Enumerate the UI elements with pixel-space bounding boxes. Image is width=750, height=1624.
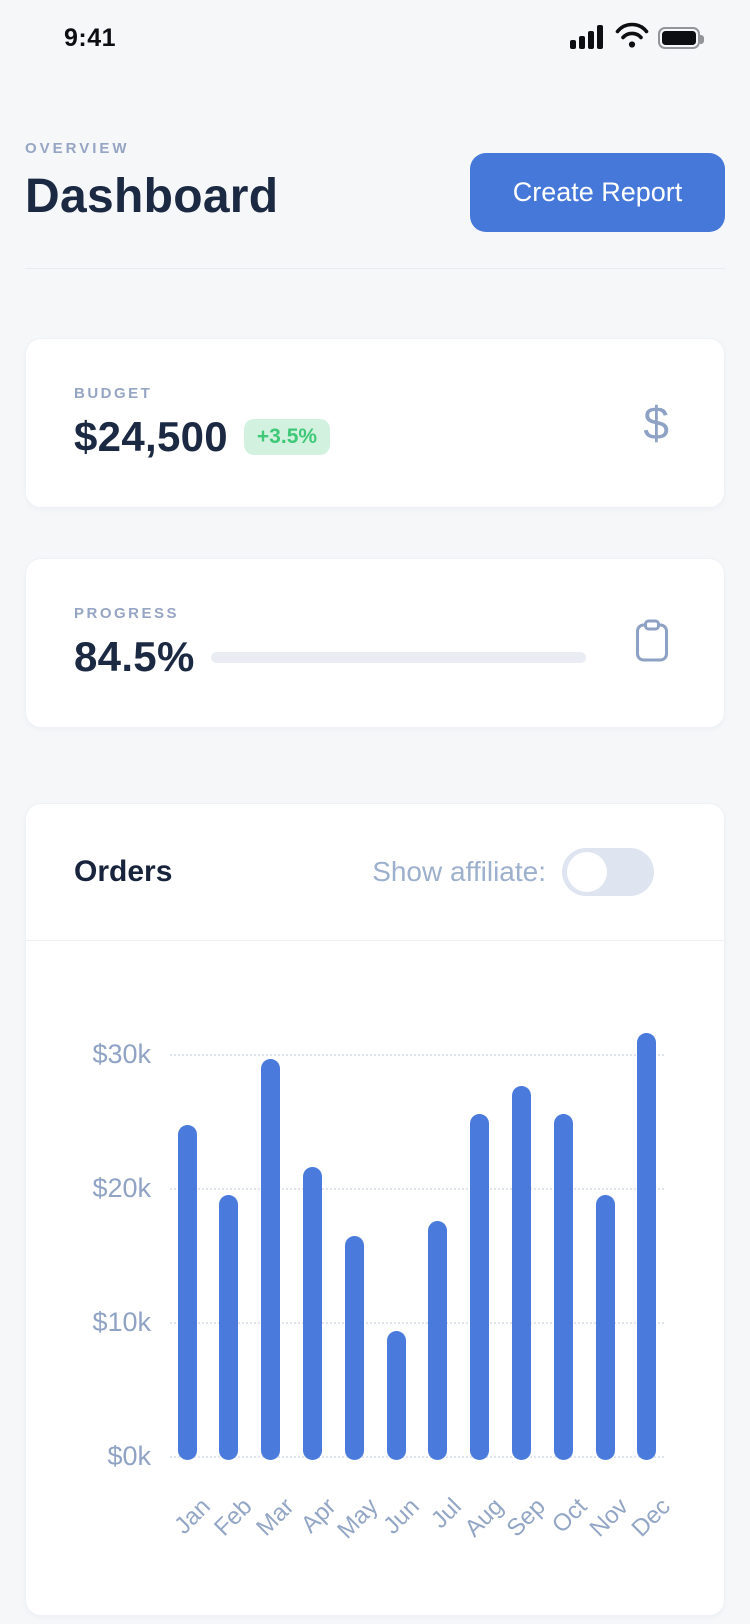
bar-jul — [428, 1221, 448, 1460]
xlabel-nov: Nov — [584, 1493, 635, 1543]
bar-aug — [470, 1114, 490, 1460]
bar-apr — [302, 1167, 322, 1460]
xlabel-feb: Feb — [209, 1493, 258, 1542]
gridline-30k — [170, 1054, 664, 1056]
page-header: OVERVIEW Dashboard Create Report — [25, 140, 725, 232]
dollar-icon: $ — [643, 397, 669, 449]
bar-mar — [261, 1059, 281, 1460]
xlabel-oct: Oct — [546, 1493, 593, 1539]
status-bar: 9:41 — [0, 0, 750, 62]
page-title: Dashboard — [25, 170, 279, 223]
xlabel-jan: Jan — [169, 1493, 217, 1540]
status-icons — [570, 22, 704, 54]
xlabel-jul: Jul — [426, 1493, 467, 1534]
gridline-20k — [170, 1188, 664, 1190]
ytick-label: $30k — [92, 1038, 151, 1069]
battery-fill — [662, 31, 696, 45]
affiliate-toggle-knob — [567, 852, 607, 892]
ytick-label: $20k — [92, 1172, 151, 1203]
clock: 9:41 — [64, 23, 117, 52]
budget-delta-badge: +3.5% — [243, 419, 331, 455]
progress-label: PROGRESS — [74, 605, 180, 622]
xlabel-sep: Sep — [501, 1493, 551, 1543]
header-divider — [25, 268, 725, 269]
bar-jun — [386, 1331, 406, 1460]
xlabel-mar: Mar — [251, 1493, 300, 1542]
create-report-button[interactable]: Create Report — [470, 153, 725, 232]
orders-card: Orders Show affiliate: $0k $10k $20k $30k Ja… — [25, 803, 725, 1616]
budget-label: BUDGET — [74, 385, 153, 402]
xlabel-dec: Dec — [626, 1493, 676, 1543]
bar-sep — [511, 1086, 531, 1460]
bar-dec — [637, 1033, 657, 1460]
budget-card: BUDGET $24,500 +3.5% $ — [25, 338, 725, 508]
xlabel-apr: Apr — [295, 1493, 342, 1539]
affiliate-toggle[interactable] — [562, 848, 654, 896]
wifi-icon — [614, 22, 650, 54]
xlabel-aug: Aug — [459, 1493, 509, 1543]
affiliate-toggle-label: Show affiliate: — [372, 856, 546, 887]
progress-card: PROGRESS 84.5% — [25, 558, 725, 728]
ytick-label: $10k — [92, 1306, 151, 1337]
xlabel-jun: Jun — [378, 1493, 426, 1540]
progress-bar — [210, 651, 586, 663]
budget-content: BUDGET $24,500 +3.5% — [74, 385, 331, 461]
ytick-label: $0k — [107, 1440, 151, 1471]
gridline-0k — [170, 1456, 664, 1458]
battery-icon — [658, 27, 704, 49]
breadcrumb-eyebrow: OVERVIEW — [25, 140, 130, 157]
signal-icon — [570, 23, 606, 54]
progress-content: PROGRESS 84.5% — [74, 605, 586, 681]
clipboard-icon — [635, 619, 669, 668]
bar-feb — [219, 1195, 239, 1460]
bar-may — [344, 1236, 364, 1460]
bar-jan — [177, 1125, 197, 1460]
orders-chart: $0k $10k $20k $30k Jan Feb Mar Apr May Jun Jul Aug S… — [26, 941, 726, 1617]
progress-value: 84.5% — [74, 633, 195, 680]
budget-value: $24,500 — [74, 413, 228, 460]
bar-nov — [595, 1195, 615, 1460]
orders-title: Orders — [74, 855, 173, 888]
orders-header: Orders Show affiliate: — [26, 804, 724, 941]
battery-nub — [700, 35, 704, 44]
gridline-10k — [170, 1322, 664, 1324]
bar-oct — [553, 1114, 573, 1460]
xlabel-may: May — [332, 1493, 384, 1545]
